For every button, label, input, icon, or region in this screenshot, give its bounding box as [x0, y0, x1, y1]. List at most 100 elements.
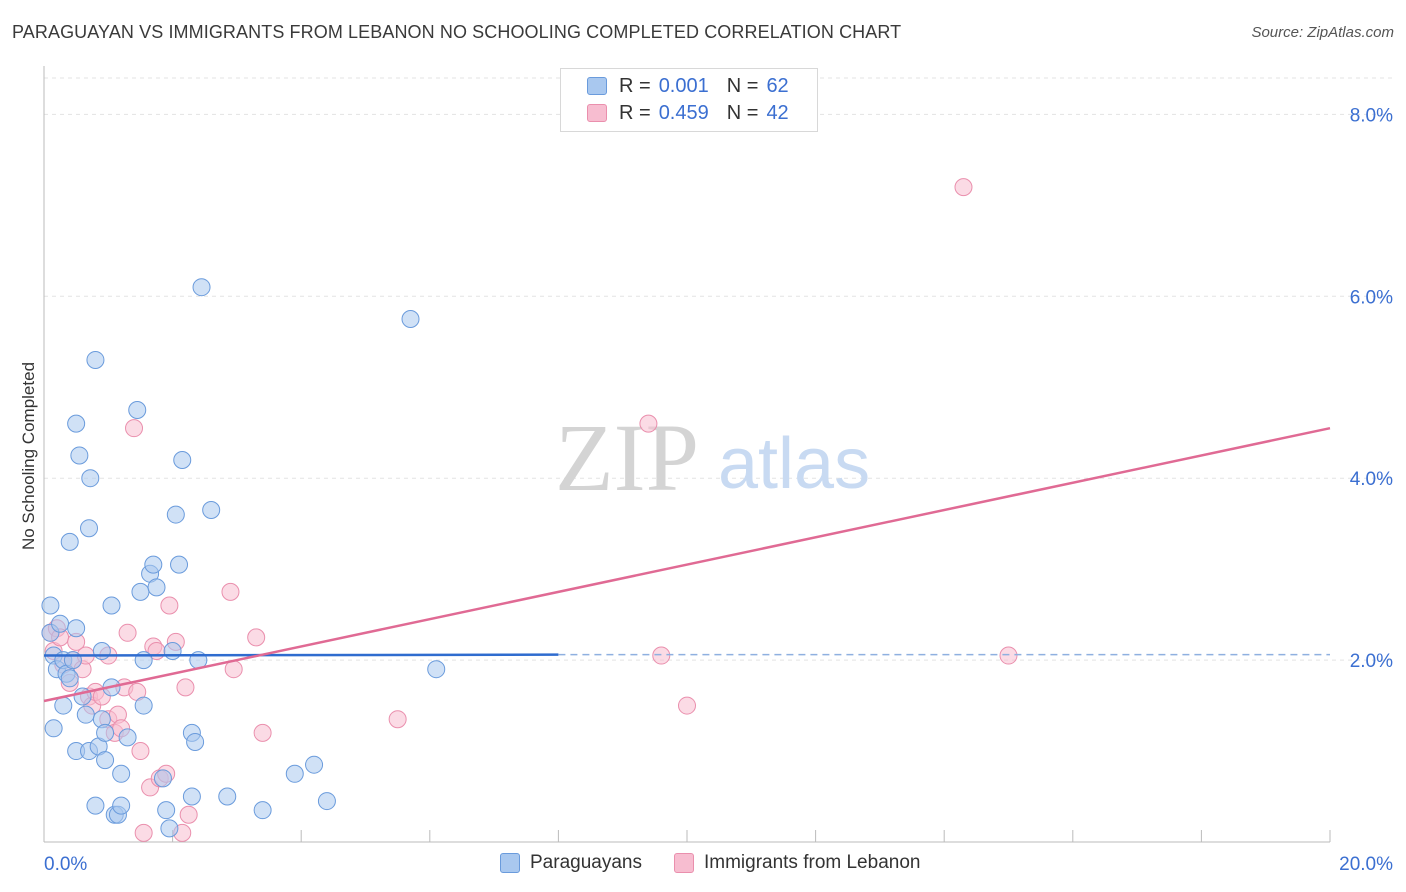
point-paraguayans [96, 751, 115, 770]
bottom-legend: Paraguayans Immigrants from Lebanon [500, 852, 952, 874]
point-paraguayans [70, 446, 89, 465]
point-paraguayans [401, 310, 420, 329]
legend-item-lebanon: Immigrants from Lebanon [673, 852, 921, 874]
legend-r-label: R = [619, 74, 651, 97]
point-lebanon [247, 628, 266, 647]
point-paraguayans [92, 642, 111, 660]
point-lebanon [954, 178, 973, 197]
point-paraguayans [51, 614, 70, 633]
legend-n-value: 42 [766, 101, 789, 124]
legend-row-lebanon: R = 0.459 N = 42 [587, 100, 789, 126]
point-paraguayans [63, 651, 82, 670]
y-axis-label: No Schooling Completed [19, 362, 38, 550]
point-paraguayans [112, 764, 131, 783]
point-lebanon [652, 646, 671, 665]
point-paraguayans [157, 801, 176, 820]
legend-n-value: 62 [766, 74, 789, 97]
y-tick-label: 6.0% [1350, 287, 1393, 308]
point-paraguayans [144, 555, 163, 574]
point-paraguayans [182, 787, 201, 806]
watermark-zip: ZIP [555, 404, 699, 511]
point-lebanon [253, 723, 272, 742]
point-paraguayans [112, 796, 131, 815]
point-paraguayans [427, 660, 446, 679]
legend-label-paraguayans: Paraguayans [530, 852, 642, 873]
point-paraguayans [128, 400, 147, 419]
point-lebanon [118, 623, 137, 642]
point-paraguayans [202, 501, 221, 520]
legend-n-label: N = [726, 101, 759, 124]
point-paraguayans [118, 728, 137, 747]
tick-labels: 2.0% 4.0% 6.0% 8.0% 0.0% 20.0% [44, 105, 1393, 875]
point-paraguayans [317, 792, 336, 811]
point-paraguayans [131, 582, 150, 601]
axes [43, 66, 1331, 843]
y-tick-label: 2.0% [1350, 651, 1393, 672]
point-lebanon [160, 596, 179, 615]
point-paraguayans [218, 787, 237, 806]
trend-line-paraguayans [43, 653, 559, 657]
point-lebanon [678, 696, 696, 715]
point-lebanon [176, 678, 195, 697]
point-lebanon [388, 710, 407, 729]
point-paraguayans [163, 642, 182, 660]
point-paraguayans [147, 578, 166, 597]
point-paraguayans [86, 796, 105, 815]
legend-swatch-blue [587, 77, 607, 95]
legend-row-paraguayans: R = 0.001 N = 62 [587, 73, 789, 99]
points-paraguayans [41, 278, 446, 838]
legend-swatch-pink [587, 104, 607, 122]
point-paraguayans [134, 696, 153, 715]
point-paraguayans [186, 732, 205, 751]
chart-title: PARAGUAYAN VS IMMIGRANTS FROM LEBANON NO… [12, 22, 902, 42]
y-tick-label: 8.0% [1350, 105, 1393, 126]
point-paraguayans [153, 769, 172, 788]
source-label: Source: ZipAtlas.com [1251, 24, 1394, 41]
watermark-atlas: atlas [718, 424, 870, 504]
point-paraguayans [80, 519, 99, 538]
point-paraguayans [81, 469, 100, 488]
point-lebanon [639, 414, 658, 433]
point-paraguayans [60, 669, 79, 688]
point-paraguayans [305, 755, 324, 774]
legend-n-label: N = [726, 74, 759, 97]
legend-item-paraguayans: Paraguayans [500, 852, 642, 874]
legend-swatch-blue [500, 853, 520, 873]
legend-swatch-pink [673, 853, 694, 873]
x-tick-label: 20.0% [1339, 854, 1393, 875]
legend-label-lebanon: Immigrants from Lebanon [703, 852, 921, 873]
watermark: ZIP atlas [555, 404, 870, 511]
point-paraguayans [173, 451, 192, 469]
legend: R = 0.001 N = 62 R = 0.459 N = 42 [560, 68, 818, 132]
point-lebanon [221, 582, 240, 601]
point-paraguayans [60, 532, 79, 551]
point-paraguayans [102, 596, 121, 615]
trend-lines [43, 426, 1331, 703]
point-paraguayans [166, 505, 185, 524]
point-lebanon [131, 742, 150, 761]
point-paraguayans [67, 414, 86, 433]
point-paraguayans [160, 819, 179, 838]
legend-r-value: 0.459 [658, 101, 709, 124]
point-lebanon [134, 823, 153, 842]
point-paraguayans [76, 705, 95, 724]
point-paraguayans [41, 596, 60, 615]
legend-r-value: 0.001 [658, 74, 709, 97]
x-tick-label: 0.0% [44, 854, 87, 875]
point-paraguayans [253, 801, 272, 820]
trend-line-lebanon [43, 426, 1331, 703]
point-lebanon [125, 419, 144, 438]
point-paraguayans [54, 696, 73, 715]
point-lebanon [999, 646, 1018, 665]
point-paraguayans [67, 619, 86, 638]
point-paraguayans [192, 278, 211, 297]
point-paraguayans [96, 723, 115, 742]
point-paraguayans [285, 764, 304, 783]
point-paraguayans [86, 350, 105, 369]
legend-r-label: R = [619, 101, 651, 124]
y-tick-label: 4.0% [1350, 469, 1393, 490]
point-paraguayans [170, 555, 189, 574]
point-paraguayans [44, 719, 63, 738]
grid-lines [44, 77, 1392, 661]
